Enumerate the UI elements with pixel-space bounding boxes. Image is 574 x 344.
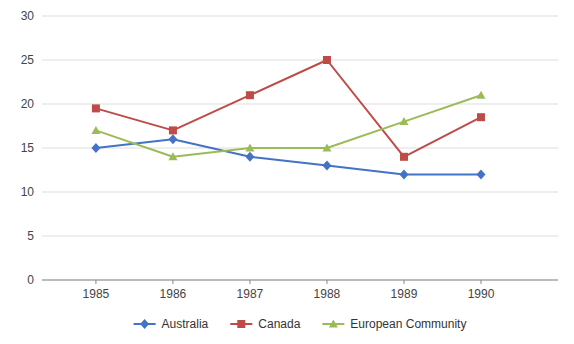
x-tick xyxy=(326,280,327,284)
grid-line xyxy=(42,60,558,61)
grid-line xyxy=(42,104,558,105)
legend-item: Canada xyxy=(230,317,300,331)
x-tick xyxy=(249,280,250,284)
point xyxy=(91,126,100,134)
point xyxy=(399,169,408,179)
legend-label: European Community xyxy=(350,317,466,331)
y-tick-label: 0 xyxy=(27,273,34,287)
legend-label: Australia xyxy=(162,317,209,331)
point xyxy=(476,91,485,99)
plot-area xyxy=(91,56,485,179)
y-tick-label: 25 xyxy=(21,53,35,67)
legend-label: Canada xyxy=(258,317,300,331)
point xyxy=(168,152,177,160)
x-tick xyxy=(403,280,404,284)
legend-item: Australia xyxy=(134,317,209,331)
x-tick-label: 1988 xyxy=(314,287,341,301)
chart: 0 5 10 15 20 25 30 1985 1986 1987 1988 1989 1990 Aust… xyxy=(0,0,574,344)
grid-line xyxy=(42,192,558,193)
point xyxy=(169,126,177,134)
x-tick-label: 1989 xyxy=(391,287,418,301)
x-tick-label: 1987 xyxy=(237,287,264,301)
point xyxy=(246,91,254,99)
legend-marker xyxy=(140,319,149,329)
point xyxy=(322,161,331,171)
point xyxy=(245,144,254,152)
grid-line xyxy=(42,236,558,237)
point xyxy=(322,144,331,152)
x-tick-label: 1990 xyxy=(468,287,495,301)
series-line xyxy=(96,95,481,157)
y-tick-label: 20 xyxy=(21,97,35,111)
y-tick-label: 5 xyxy=(27,229,34,243)
series-line xyxy=(96,139,481,174)
series-line xyxy=(96,60,481,157)
point xyxy=(477,113,485,121)
legend-marker xyxy=(329,320,338,328)
y-tick-label: 10 xyxy=(21,185,35,199)
legend-marker xyxy=(237,320,245,328)
point xyxy=(92,104,100,112)
point xyxy=(91,143,100,153)
point xyxy=(323,56,331,64)
x-tick xyxy=(172,280,173,284)
y-axis: 0 5 10 15 20 25 30 xyxy=(21,9,558,287)
grid-line xyxy=(42,16,558,17)
x-axis: 1985 1986 1987 1988 1989 1990 xyxy=(42,280,558,301)
point xyxy=(245,152,254,162)
legend: Australia Canada European Community xyxy=(134,317,467,331)
legend-item: European Community xyxy=(322,317,466,331)
point xyxy=(476,169,485,179)
point xyxy=(168,134,177,144)
x-tick xyxy=(95,280,96,284)
x-tick xyxy=(480,280,481,284)
point xyxy=(399,117,408,125)
x-tick-label: 1985 xyxy=(83,287,110,301)
y-tick-label: 30 xyxy=(21,9,35,23)
x-tick-label: 1986 xyxy=(160,287,187,301)
y-tick-label: 15 xyxy=(21,141,35,155)
point xyxy=(400,153,408,161)
